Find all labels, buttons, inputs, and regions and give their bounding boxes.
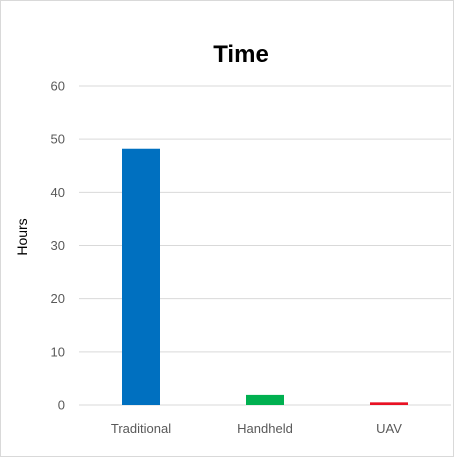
y-tick-label: 20 [51, 291, 65, 306]
y-axis-ticks: 0 10 20 30 40 50 60 [51, 79, 65, 413]
bar-uav [370, 402, 408, 405]
y-tick-label: 0 [58, 398, 65, 413]
y-axis-label: Hours [14, 218, 30, 255]
y-tick-label: 40 [51, 185, 65, 200]
bar-handheld [246, 394, 284, 405]
bars [122, 148, 408, 405]
x-tick-label: Handheld [237, 421, 293, 436]
bar-traditional [122, 148, 160, 405]
x-tick-label: Traditional [111, 421, 171, 436]
y-tick-label: 60 [51, 79, 65, 94]
chart-title: Time [213, 41, 269, 68]
y-tick-label: 30 [51, 238, 65, 253]
x-tick-label: UAV [376, 421, 402, 436]
y-tick-label: 10 [51, 344, 65, 359]
y-tick-label: 50 [51, 132, 65, 147]
x-axis-ticks: Traditional Handheld UAV [111, 421, 402, 436]
